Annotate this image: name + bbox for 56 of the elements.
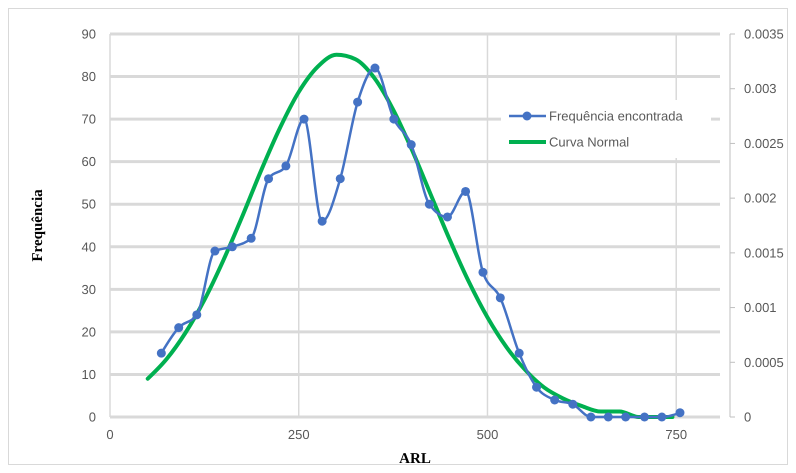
point (406, 140, 416, 150)
point (389, 114, 398, 124)
y2-tick-label: 0.003 (744, 81, 777, 96)
point (264, 174, 274, 184)
point (461, 186, 470, 196)
point (336, 174, 345, 184)
y-axis-title: Frequência (30, 188, 46, 262)
point (675, 408, 684, 418)
point (442, 212, 452, 222)
point (210, 246, 220, 256)
x-tick-label: 250 (288, 427, 310, 442)
point (353, 98, 362, 107)
y-tick-label: 0 (88, 410, 96, 424)
y2-tick-label: 0.0025 (744, 136, 784, 151)
point (532, 382, 542, 392)
y-tick-label: 90 (82, 26, 96, 42)
point (621, 412, 630, 422)
point (478, 268, 488, 277)
y-tick-label: 40 (82, 239, 96, 254)
y2-tick-label: 0.0035 (744, 26, 784, 42)
point (550, 395, 560, 404)
point (568, 400, 578, 409)
point (586, 412, 596, 422)
point (318, 216, 327, 226)
point (496, 293, 505, 302)
point (156, 348, 166, 358)
x-axis-title: ARL (399, 451, 431, 467)
y2-tick-label: 0.0005 (744, 354, 784, 370)
point (514, 348, 524, 358)
point (604, 412, 613, 422)
point (281, 161, 290, 170)
x-tick-label: 0 (106, 427, 114, 442)
x-tick-label: 750 (665, 427, 688, 442)
y-tick-label: 10 (82, 366, 96, 382)
point (228, 242, 237, 252)
y-tick-label: 60 (82, 154, 96, 170)
y-tick-label: 30 (82, 282, 96, 297)
point (246, 234, 256, 243)
legend-label: Frequência encontrada (549, 108, 684, 124)
y-tick-label: 20 (82, 324, 96, 340)
point (174, 323, 184, 332)
y2-tick-label: 0.002 (744, 190, 777, 206)
y-tick-label: 80 (82, 69, 96, 84)
legend-label: Curva Normal (549, 134, 630, 150)
point (300, 114, 309, 124)
y2-tick-label: 0 (744, 410, 752, 424)
point (424, 200, 434, 209)
point (370, 64, 380, 73)
point (657, 412, 666, 422)
y-tick-label: 50 (82, 196, 96, 212)
y2-tick-label: 0.0015 (744, 245, 784, 260)
x-tick-label: 500 (476, 427, 498, 442)
point (192, 310, 202, 320)
point (640, 412, 650, 422)
y-tick-label: 70 (82, 112, 96, 127)
y2-tick-label: 0.001 (744, 300, 777, 316)
